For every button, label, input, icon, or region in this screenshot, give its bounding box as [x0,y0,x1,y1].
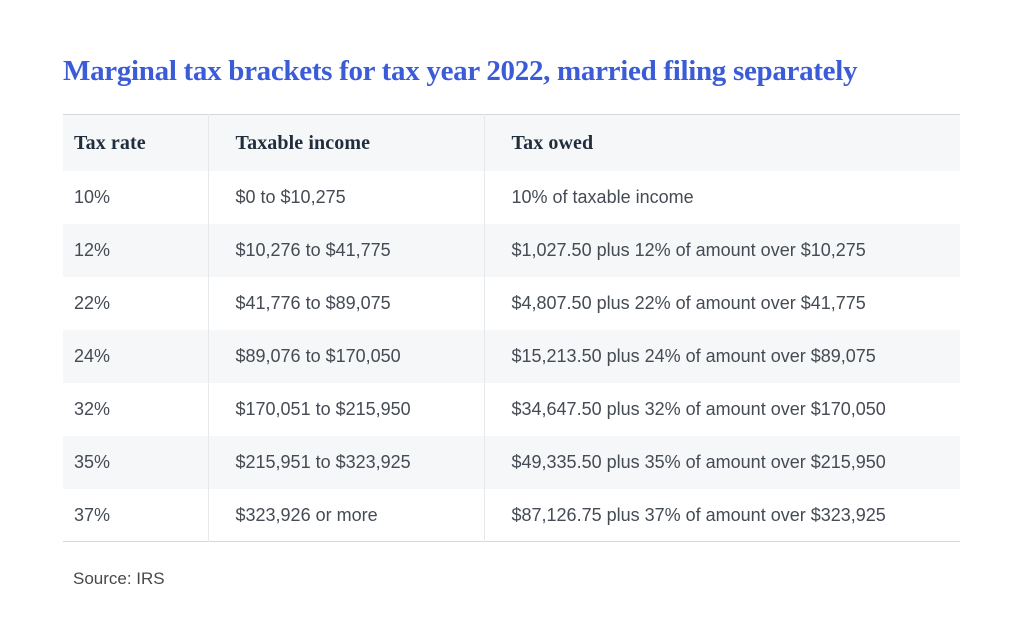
table-row: 10% $0 to $10,275 10% of taxable income [63,170,960,224]
article-figure: Marginal tax brackets for tax year 2022,… [63,55,960,589]
taxable-income-cell: $89,076 to $170,050 [207,329,484,383]
column-header-taxable-income: Taxable income [207,114,484,171]
tax-rate-cell: 32% [63,382,208,436]
tax-owed-cell: 10% of taxable income [483,170,960,224]
table-row: 12% $10,276 to $41,775 $1,027.50 plus 12… [63,223,960,277]
tax-rate-cell: 37% [63,488,208,542]
column-header-tax-rate: Tax rate [63,114,208,171]
tax-rate-cell: 35% [63,435,208,489]
table-row: 35% $215,951 to $323,925 $49,335.50 plus… [63,435,960,489]
tax-rate-cell: 22% [63,276,208,330]
taxable-income-cell: $10,276 to $41,775 [207,223,484,277]
tax-owed-cell: $4,807.50 plus 22% of amount over $41,77… [483,276,960,330]
tax-owed-cell: $1,027.50 plus 12% of amount over $10,27… [483,223,960,277]
source-note: Source: IRS [73,569,165,589]
table-row: 32% $170,051 to $215,950 $34,647.50 plus… [63,382,960,436]
page-title: Marginal tax brackets for tax year 2022,… [63,55,858,87]
taxable-income-cell: $215,951 to $323,925 [207,435,484,489]
column-header-tax-owed: Tax owed [483,114,960,171]
taxable-income-cell: $170,051 to $215,950 [207,382,484,436]
table-row: 22% $41,776 to $89,075 $4,807.50 plus 22… [63,276,960,330]
tax-rate-cell: 10% [63,170,208,224]
tax-owed-cell: $15,213.50 plus 24% of amount over $89,0… [483,329,960,383]
tax-owed-cell: $87,126.75 plus 37% of amount over $323,… [483,488,960,542]
tax-owed-cell: $34,647.50 plus 32% of amount over $170,… [483,382,960,436]
table-row: 37% $323,926 or more $87,126.75 plus 37%… [63,488,960,542]
tax-rate-cell: 12% [63,223,208,277]
tax-brackets-table: Tax rate Taxable income Tax owed 10% $0 … [63,114,960,543]
taxable-income-cell: $41,776 to $89,075 [207,276,484,330]
tax-rate-cell: 24% [63,329,208,383]
taxable-income-cell: $0 to $10,275 [207,170,484,224]
table-row: 24% $89,076 to $170,050 $15,213.50 plus … [63,329,960,383]
table-header-row: Tax rate Taxable income Tax owed [63,114,960,171]
tax-owed-cell: $49,335.50 plus 35% of amount over $215,… [483,435,960,489]
taxable-income-cell: $323,926 or more [207,488,484,542]
